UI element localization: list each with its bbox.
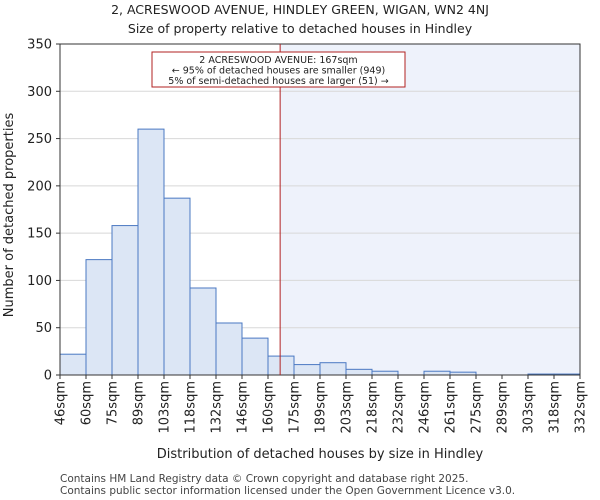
x-tick-label: 246sqm: [418, 381, 433, 434]
x-tick-label: 303sqm: [522, 381, 537, 434]
histogram-bar: [137, 128, 165, 376]
x-tick-label: 232sqm: [392, 381, 407, 434]
histogram-bar: [345, 368, 373, 376]
histogram-chart: 2, ACRESWOOD AVENUE, HINDLEY GREEN, WIGA…: [2, 2, 589, 462]
x-tick-label: 146sqm: [236, 381, 251, 434]
histogram-bar: [163, 197, 191, 376]
annotation-line: 2 ACRESWOOD AVENUE: 167sqm: [199, 55, 357, 66]
histogram-bar: [85, 259, 113, 376]
y-tick-label: 150: [27, 227, 52, 242]
x-tick-label: 103sqm: [158, 381, 173, 434]
plot-area: 0 50 100 150 200 250 300 350 46sqm 60sqm 75sqm 89sq…: [27, 38, 588, 434]
x-tick-label: 275sqm: [470, 381, 485, 434]
x-tick-label: 189sqm: [314, 381, 329, 434]
annotation-line: ← 95% of detached houses are smaller (94…: [172, 66, 385, 77]
annotation-line: 5% of semi-detached houses are larger (5…: [168, 76, 388, 87]
chart-title: 2, ACRESWOOD AVENUE, HINDLEY GREEN, WIGA…: [111, 2, 489, 17]
annotation-box: [151, 51, 406, 88]
x-tick-label: 318sqm: [548, 381, 563, 434]
x-tick-label: 175sqm: [288, 381, 303, 434]
x-tick-label: 261sqm: [444, 381, 459, 434]
footer-copyright: Contains HM Land Registry data © Crown c…: [60, 473, 469, 485]
footer-licence: Contains public sector information licen…: [60, 485, 516, 497]
x-tick-label: 289sqm: [496, 381, 511, 434]
larger-region-highlight: [280, 44, 580, 375]
y-tick-label: 100: [27, 274, 52, 289]
histogram-bar: [319, 362, 347, 376]
y-tick-label: 350: [27, 38, 52, 53]
chart-subtitle: Size of property relative to detached ho…: [128, 21, 473, 36]
y-axis-label: Number of detached properties: [2, 113, 17, 318]
histogram-bar: [111, 225, 139, 376]
x-axis-label: Distribution of detached houses by size …: [157, 447, 484, 462]
y-tick-label: 50: [35, 321, 52, 336]
histogram-bar: [293, 364, 321, 376]
histogram-bar: [189, 287, 217, 376]
histogram-bar: [371, 370, 399, 376]
y-tick-label: 250: [27, 132, 52, 147]
x-tick-label: 160sqm: [262, 381, 277, 434]
x-tick-label: 218sqm: [366, 381, 381, 434]
x-tick-label: 118sqm: [184, 381, 199, 434]
histogram-bar: [423, 370, 451, 376]
x-tick-label: 203sqm: [340, 381, 355, 434]
y-tick-label: 0: [44, 369, 52, 384]
y-tick-label: 300: [27, 85, 52, 100]
histogram-bar: [59, 353, 87, 376]
histogram-bar: [267, 355, 295, 376]
histogram-bar: [215, 322, 243, 376]
x-tick-label: 332sqm: [574, 381, 589, 434]
x-tick-label: 75sqm: [106, 381, 121, 425]
x-tick-label: 46sqm: [54, 381, 69, 425]
y-tick-label: 200: [27, 179, 52, 194]
x-tick-label: 60sqm: [80, 381, 95, 425]
histogram-bar: [241, 337, 269, 376]
x-tick-label: 89sqm: [132, 381, 147, 425]
x-tick-label: 132sqm: [210, 381, 225, 434]
